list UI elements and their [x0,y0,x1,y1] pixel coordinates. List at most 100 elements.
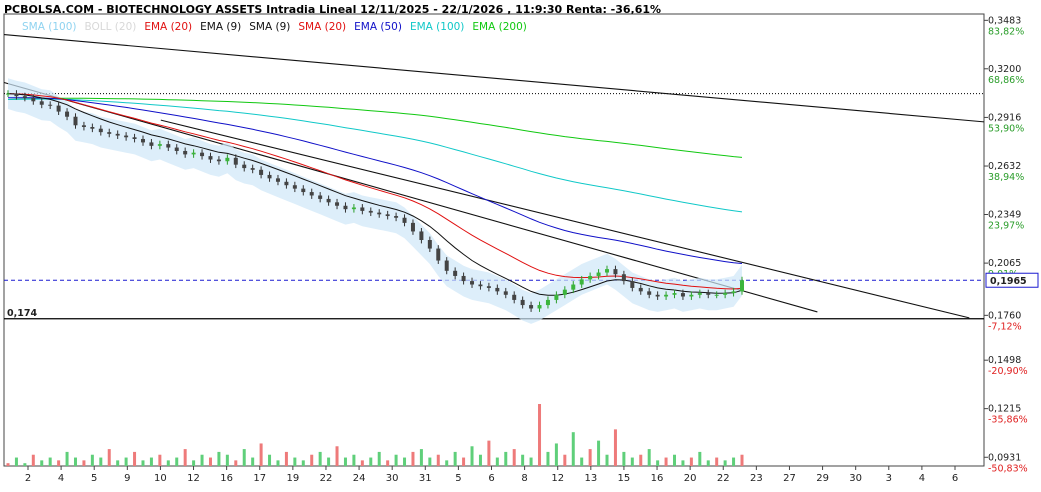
volume-bar [276,460,280,466]
candle-body [22,96,27,98]
x-tick-label: 8 [521,473,527,484]
candle-body [436,248,441,261]
volume-bar [166,460,170,466]
legend-item-sma100[interactable]: SMA (100) [22,21,77,33]
candle-body [706,293,711,295]
candle-body [48,104,53,106]
x-tick-label: 22 [717,473,730,484]
volume-bar [512,449,516,466]
y-tick-pct: 23,97% [988,220,1024,231]
volume-bar [208,457,212,466]
candle-body [200,152,205,157]
candle-body [545,299,550,306]
x-tick-label: 20 [684,473,697,484]
volume-bar [82,460,86,466]
candle-body [115,133,120,136]
candle-body [638,287,643,292]
volume-bar [647,449,651,466]
legend-item-sma9[interactable]: SMA (9) [249,21,291,33]
candle-body [444,260,449,271]
x-tick-label: 5 [455,473,461,484]
volume-bar [124,457,128,466]
volume-bar [107,449,111,466]
volume-bar [538,404,542,466]
volume-bar [613,429,617,466]
candle-body [630,281,635,288]
volume-bar [630,457,634,466]
legend-item-boll20[interactable]: BOLL (20) [84,21,137,33]
candle-body [98,128,103,133]
volume-bar [175,457,179,466]
volume-bar [673,454,677,466]
candle-body [621,274,626,282]
candle-body [73,116,78,126]
volume-bar [588,449,592,466]
volume-bar [141,460,145,466]
volume-bar [149,457,153,466]
support-label: 0,174 [7,308,37,319]
volume-bar [251,457,255,466]
legend-item-ema9[interactable]: EMA (9) [200,21,242,33]
legend-item-sma20[interactable]: SMA (20) [298,21,347,33]
candle-body [140,138,145,143]
trend-line [3,33,985,123]
candle-body [318,195,323,199]
candle-body [326,198,331,203]
volume-bar [31,454,35,466]
volume-bar [495,457,499,466]
candle-body [655,294,660,297]
volume-bar [301,460,305,466]
candle-body [174,147,179,151]
current-price-box [985,272,1039,288]
candle-body [672,293,677,295]
candle-body [335,202,340,206]
x-tick-label: 31 [419,473,432,484]
candle-body [90,127,95,129]
legend-item-ema20[interactable]: EMA (20) [144,21,193,33]
volume-bar [580,457,584,466]
candle-body [596,272,601,276]
candle-body [740,280,744,292]
legend-item-ema100[interactable]: EMA (100) [409,21,465,33]
candle-body [216,159,221,162]
volume-bar [183,449,187,466]
candle-body [267,174,272,179]
volume-bar [14,457,18,466]
candle-body [250,168,255,170]
ema9-line [7,93,743,296]
volume-bar [453,451,457,466]
volume-bar [90,454,94,466]
volume-bar [622,451,626,466]
volume-bar [740,454,744,466]
legend-item-ema50[interactable]: EMA (50) [354,21,402,33]
candle-body [402,217,407,223]
candle-body [410,222,415,232]
volume-bar [419,449,423,466]
candle-body [394,216,399,218]
volume-bar [40,460,44,466]
candle-body [470,281,475,285]
y-tick-label: 0,1215 [988,404,1021,415]
volume-bar [284,451,288,466]
candle-body [191,152,196,155]
volume-bar [217,451,221,466]
candle-body [157,144,162,146]
candle-body [39,101,44,105]
y-tick-pct: 83,82% [988,26,1024,37]
candle-body [537,305,542,309]
indicator-legend: SMA (100) BOLL (20) EMA (20) EMA (9) SMA (9)… [22,21,535,33]
y-tick-pct: -50,83% [988,463,1028,474]
y-tick-pct: 38,94% [988,172,1024,183]
volume-bar [200,454,204,466]
candle-body [107,132,112,134]
legend-item-ema200[interactable]: EMA (200) [472,21,527,33]
candle-body [571,284,576,290]
candle-body [208,156,213,160]
x-tick-label: 10 [154,473,167,484]
volume-bar [6,463,10,466]
trend-line [3,81,818,313]
x-tick-label: 6 [952,473,958,484]
volume-bar [192,460,196,466]
candle-body [124,135,129,138]
